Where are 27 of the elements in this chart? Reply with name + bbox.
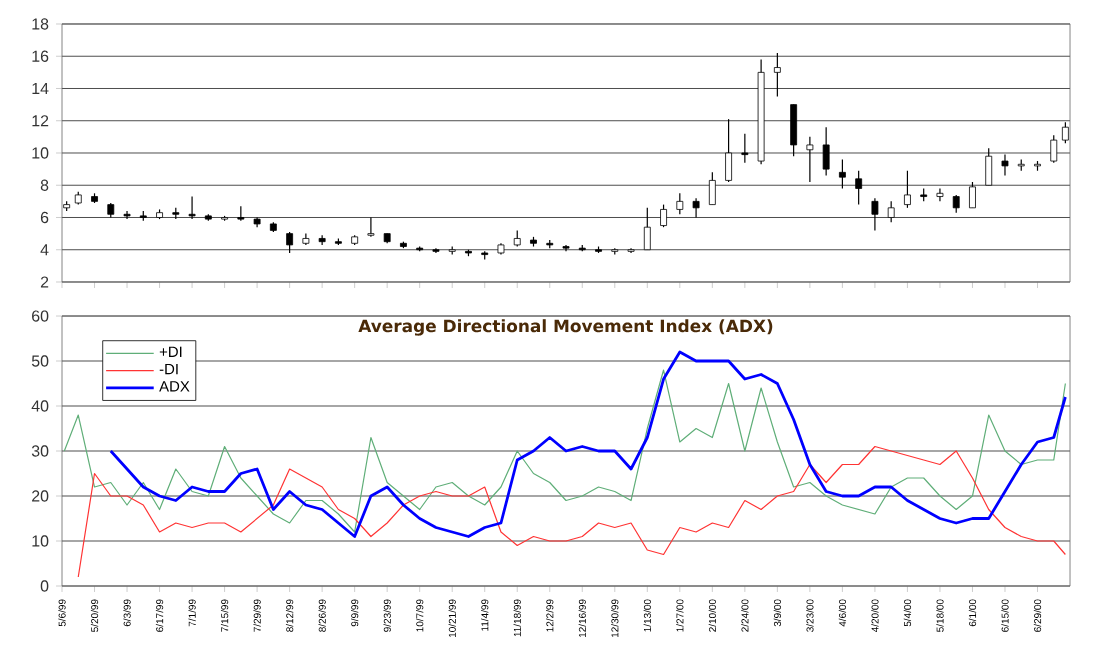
candlestick xyxy=(969,181,976,209)
candlestick xyxy=(725,118,733,183)
candlestick xyxy=(855,170,863,206)
candlestick xyxy=(367,216,375,238)
candlestick xyxy=(708,171,716,206)
candlestick xyxy=(692,197,700,219)
candlestick xyxy=(1001,154,1009,177)
candlestick xyxy=(985,147,993,186)
candlestick xyxy=(871,197,879,231)
candlestick xyxy=(676,192,684,215)
candlestick xyxy=(773,52,781,98)
chart-title: Average Directional Movement Index (ADX) xyxy=(358,319,773,336)
candlestick xyxy=(643,207,651,251)
candlestick xyxy=(790,104,798,157)
candlestick xyxy=(318,234,326,246)
candlestick xyxy=(741,133,749,164)
candlestick xyxy=(286,231,294,254)
candlestick xyxy=(936,187,944,202)
candlestick xyxy=(660,203,667,228)
candlestick xyxy=(1050,134,1058,164)
candlestick xyxy=(1061,121,1069,144)
candlestick xyxy=(822,126,830,177)
candlestick xyxy=(806,136,814,183)
candlestick xyxy=(838,158,846,190)
candlestick xyxy=(904,170,911,209)
candlestick xyxy=(887,200,895,223)
candlestick xyxy=(188,195,196,220)
